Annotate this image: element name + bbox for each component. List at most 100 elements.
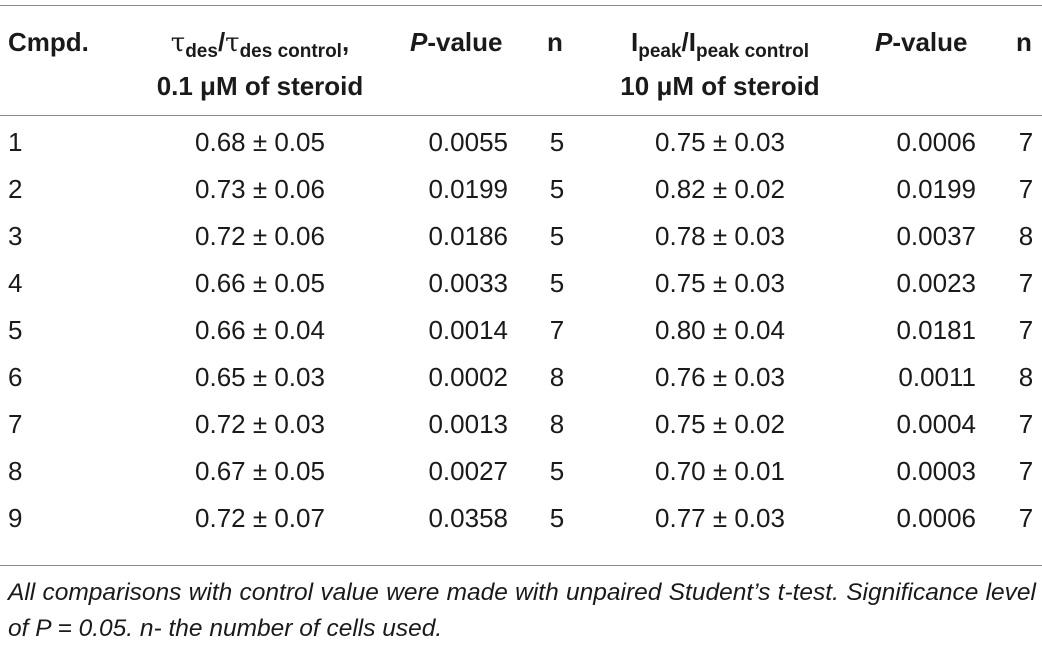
cell-n: 5	[549, 174, 565, 204]
header-p2-rest: -value	[892, 27, 968, 57]
cell-ipeak-ratio: 0.76 ± 0.03	[655, 362, 785, 392]
header-n2-label: n	[1016, 27, 1032, 57]
tau-subscript-2: des control	[239, 41, 342, 62]
header-p-value-2: P-value	[875, 22, 968, 62]
ipeak-symbol: I	[631, 27, 639, 57]
table-row: 1 0.68 ± 0.05 0.0055 5 0.75 ± 0.03 0.0006 7	[0, 119, 1042, 165]
header-tau-line2: 0.1 μM of steroid	[156, 71, 364, 101]
cell-n: 8	[549, 362, 565, 392]
cell-n: 5	[549, 456, 565, 486]
cell-cmpd: 9	[8, 503, 23, 533]
cell-n: 5	[549, 127, 565, 157]
cell-ipeak-ratio: 0.78 ± 0.03	[655, 221, 785, 251]
cell-ipeak-ratio: 0.75 ± 0.03	[655, 127, 785, 157]
cell-ipeak-ratio: 0.75 ± 0.02	[655, 409, 785, 439]
header-tau-line1: τdes/τdes control,	[130, 22, 390, 66]
header-p-italic: P	[410, 27, 428, 57]
table-row: 3 0.72 ± 0.06 0.0186 5 0.78 ± 0.03 0.0037 8	[0, 213, 1042, 259]
cell-ipeak-ratio: 0.70 ± 0.01	[655, 456, 785, 486]
table-bottom-rule	[0, 565, 1042, 566]
cell-n: 8	[549, 409, 565, 439]
cell-p-value-2: 0.0006	[896, 503, 976, 533]
cell-n: 5	[549, 503, 565, 533]
cell-p-value-2: 0.0023	[896, 268, 976, 298]
cell-ipeak-ratio: 0.82 ± 0.02	[655, 174, 785, 204]
cell-tau-ratio: 0.72 ± 0.07	[195, 503, 325, 533]
header-p-value: P-value	[410, 22, 503, 62]
cell-cmpd: 6	[8, 362, 23, 392]
cell-p-value-2: 0.0006	[896, 127, 976, 157]
cell-n-2: 7	[1018, 127, 1034, 157]
cell-p-value-2: 0.0003	[896, 456, 976, 486]
cell-cmpd: 2	[8, 174, 23, 204]
cell-n: 5	[549, 268, 565, 298]
cell-ipeak-ratio: 0.77 ± 0.03	[655, 503, 785, 533]
cell-tau-ratio: 0.72 ± 0.06	[195, 221, 325, 251]
cell-p-value-2: 0.0011	[898, 362, 976, 392]
cell-n-2: 8	[1018, 221, 1034, 251]
cell-p-value: 0.0014	[428, 315, 508, 345]
cell-n-2: 7	[1018, 174, 1034, 204]
cell-cmpd: 7	[8, 409, 23, 439]
table-footnote: All comparisons with control value were …	[8, 579, 1036, 642]
table-row: 8 0.67 ± 0.05 0.0027 5 0.70 ± 0.01 0.0003 7	[0, 448, 1042, 494]
cell-p-value: 0.0002	[428, 362, 508, 392]
cell-p-value-2: 0.0037	[896, 221, 976, 251]
header-n-2: n	[1016, 22, 1032, 62]
cell-tau-ratio: 0.72 ± 0.03	[195, 409, 325, 439]
cell-n-2: 7	[1018, 315, 1034, 345]
cell-p-value-2: 0.0004	[896, 409, 976, 439]
header-p2-italic: P	[875, 27, 893, 57]
table-row: 4 0.66 ± 0.05 0.0033 5 0.75 ± 0.03 0.0023 7	[0, 260, 1042, 306]
header-ipeak: Ipeak/Ipeak control 10 μM of steroid	[590, 22, 850, 106]
tau-slash: /	[217, 27, 226, 57]
header-ipeak-line2: 10 μM of steroid	[620, 71, 820, 101]
cell-ipeak-ratio: 0.75 ± 0.03	[655, 268, 785, 298]
table-row: 5 0.66 ± 0.04 0.0014 7 0.80 ± 0.04 0.0181 7	[0, 307, 1042, 353]
cell-cmpd: 4	[8, 268, 23, 298]
cell-ipeak-ratio: 0.80 ± 0.04	[655, 315, 785, 345]
table-row: 9 0.72 ± 0.07 0.0358 5 0.77 ± 0.03 0.0006 7	[0, 495, 1042, 541]
header-tau: τdes/τdes control, 0.1 μM of steroid	[130, 22, 390, 106]
cell-p-value: 0.0199	[428, 174, 508, 204]
cell-p-value: 0.0358	[428, 503, 508, 533]
header-cmpd-label: Cmpd.	[8, 27, 89, 57]
cell-cmpd: 8	[8, 456, 23, 486]
cell-tau-ratio: 0.65 ± 0.03	[195, 362, 325, 392]
cell-tau-ratio: 0.67 ± 0.05	[195, 456, 325, 486]
cell-p-value: 0.0186	[428, 221, 508, 251]
cell-tau-ratio: 0.73 ± 0.06	[195, 174, 325, 204]
tau-subscript: des	[185, 41, 218, 62]
table-row: 6 0.65 ± 0.03 0.0002 8 0.76 ± 0.03 0.0011 8	[0, 354, 1042, 400]
cell-cmpd: 5	[8, 315, 23, 345]
ipeak-subscript: peak	[638, 41, 682, 62]
cell-n-2: 7	[1018, 503, 1034, 533]
tau-symbol: τ	[170, 28, 186, 58]
cell-tau-ratio: 0.66 ± 0.05	[195, 268, 325, 298]
cell-p-value-2: 0.0181	[896, 315, 976, 345]
header-n: n	[547, 22, 563, 62]
table-row: 7 0.72 ± 0.03 0.0013 8 0.75 ± 0.02 0.0004 7	[0, 401, 1042, 447]
cell-p-value: 0.0027	[428, 456, 508, 486]
cell-n: 7	[549, 315, 565, 345]
cell-p-value: 0.0013	[428, 409, 508, 439]
cell-n-2: 7	[1018, 409, 1034, 439]
cell-cmpd: 3	[8, 221, 23, 251]
ipeak-slash: /I	[681, 27, 696, 57]
header-cmpd: Cmpd.	[8, 22, 89, 62]
cell-tau-ratio: 0.68 ± 0.05	[195, 127, 325, 157]
table-header-rule	[0, 115, 1042, 116]
header-p-rest: -value	[427, 27, 503, 57]
cell-n-2: 7	[1018, 268, 1034, 298]
cell-cmpd: 1	[8, 127, 23, 157]
ipeak-subscript-2: peak control	[696, 41, 809, 62]
cell-p-value: 0.0055	[428, 127, 508, 157]
cell-p-value-2: 0.0199	[896, 174, 976, 204]
tau-symbol-2: τ	[225, 28, 240, 58]
cell-n-2: 7	[1018, 456, 1034, 486]
cell-p-value: 0.0033	[428, 268, 508, 298]
tau-comma: ,	[341, 27, 350, 57]
cell-n: 5	[549, 221, 565, 251]
header-n-label: n	[547, 27, 563, 57]
